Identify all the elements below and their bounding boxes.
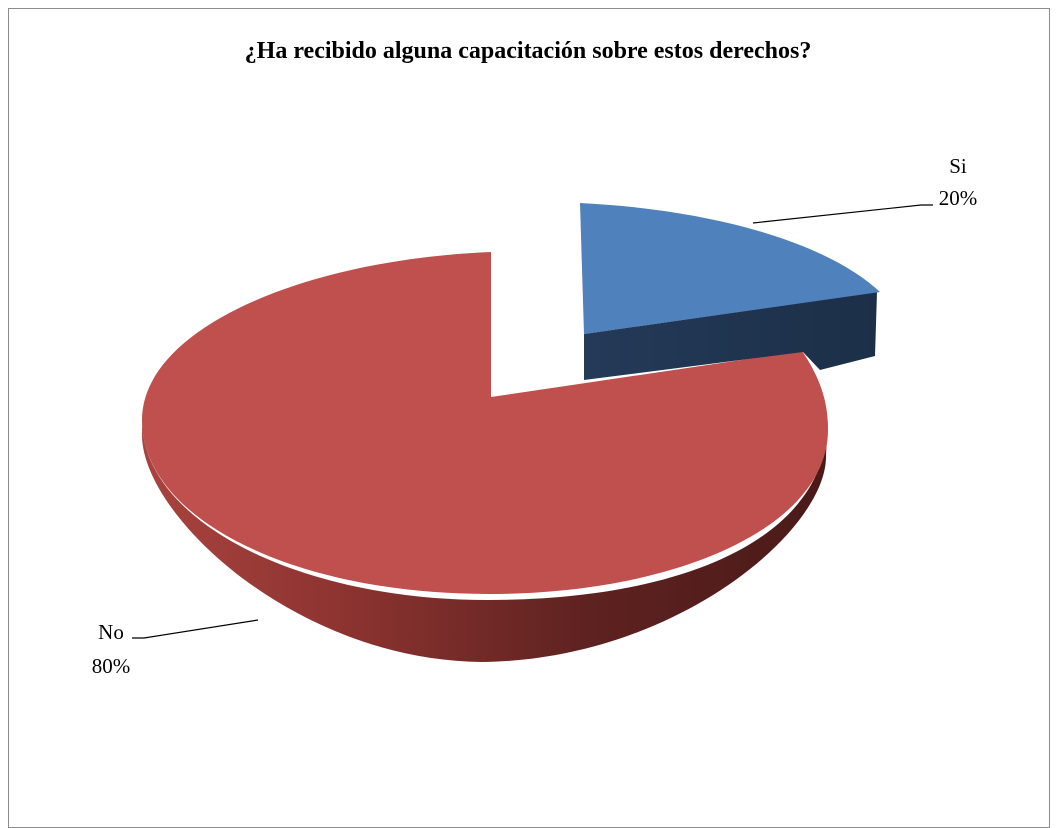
data-label-si-category: Si: [949, 154, 967, 178]
pie-slice-si: [580, 203, 880, 334]
chart-title: ¿Ha recibido alguna capacitación sobre e…: [244, 38, 812, 64]
pie-slice-no: [142, 252, 828, 594]
leader-line-si: [752, 204, 933, 224]
leader-line-no: [132, 619, 259, 639]
data-label-no-category: No: [98, 620, 124, 644]
pie-slice-side-si: [584, 292, 877, 380]
data-label-no-value: 80%: [92, 654, 131, 678]
data-label-si-value: 20%: [939, 186, 978, 210]
pie-slice-side-no: [142, 420, 828, 662]
